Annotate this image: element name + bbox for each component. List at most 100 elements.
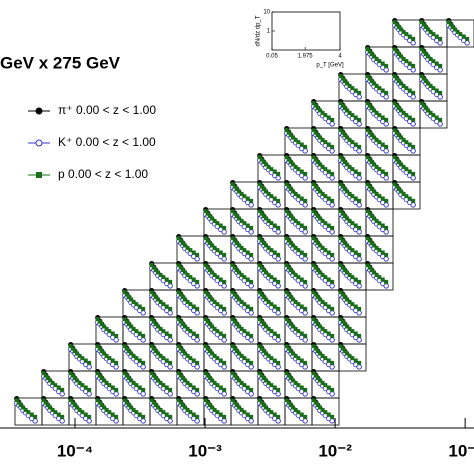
marker: [158, 407, 163, 412]
marker: [242, 248, 247, 253]
marker: [275, 229, 281, 235]
legend-label: π⁺ 0.00 < z < 1.00: [58, 103, 156, 117]
marker: [176, 398, 181, 403]
marker: [398, 162, 403, 167]
marker: [131, 353, 136, 358]
marker: [404, 113, 409, 118]
marker: [338, 344, 343, 349]
marker: [141, 306, 146, 311]
marker: [374, 218, 379, 223]
marker: [347, 272, 352, 277]
marker: [158, 299, 163, 304]
panel: [338, 207, 367, 237]
marker: [313, 319, 318, 324]
marker: [276, 225, 281, 230]
marker: [236, 297, 241, 302]
marker: [207, 322, 212, 327]
marker: [342, 160, 347, 165]
marker: [320, 407, 325, 412]
marker: [203, 290, 208, 295]
marker: [356, 175, 362, 181]
marker: [221, 337, 227, 343]
marker: [323, 221, 328, 226]
marker: [97, 400, 102, 405]
marker: [311, 236, 316, 241]
marker: [350, 302, 355, 307]
marker: [357, 306, 362, 311]
marker: [236, 324, 241, 329]
marker: [232, 400, 237, 405]
marker: [236, 405, 241, 410]
marker: [296, 194, 301, 199]
panel: [392, 18, 421, 48]
marker: [371, 81, 376, 86]
marker: [188, 248, 193, 253]
marker: [411, 171, 416, 176]
marker: [272, 304, 277, 309]
marker: [221, 364, 227, 370]
marker: [311, 101, 316, 106]
panel: [311, 207, 340, 237]
marker: [326, 223, 331, 228]
marker: [239, 407, 244, 412]
marker: [83, 358, 88, 363]
marker: [357, 90, 362, 95]
marker: [95, 317, 100, 322]
marker: [261, 349, 266, 354]
marker: [191, 250, 196, 255]
panel: [257, 261, 286, 291]
marker: [137, 358, 142, 363]
marker: [101, 324, 106, 329]
marker: [303, 144, 308, 149]
marker: [320, 326, 325, 331]
panel: [311, 288, 340, 318]
marker: [317, 162, 322, 167]
marker: [124, 346, 129, 351]
panel: [257, 234, 286, 264]
marker: [448, 22, 453, 27]
marker: [164, 358, 169, 363]
marker: [104, 380, 109, 385]
marker: [110, 331, 115, 336]
marker: [315, 106, 320, 111]
marker: [371, 243, 376, 248]
marker: [249, 252, 254, 257]
panel: [446, 18, 474, 48]
marker: [232, 184, 237, 189]
marker: [245, 196, 250, 201]
marker: [191, 331, 196, 336]
marker: [465, 36, 470, 41]
marker: [317, 378, 322, 383]
marker: [269, 248, 274, 253]
marker: [431, 113, 436, 118]
marker: [344, 351, 349, 356]
panel: [257, 180, 286, 210]
marker: [180, 349, 185, 354]
marker: [266, 218, 271, 223]
marker: [209, 351, 214, 356]
marker: [104, 407, 109, 412]
marker: [218, 277, 223, 282]
marker: [266, 272, 271, 277]
marker: [340, 319, 345, 324]
marker: [342, 268, 347, 273]
marker: [249, 306, 254, 311]
marker: [140, 391, 146, 397]
marker: [392, 47, 397, 52]
marker: [290, 135, 295, 140]
marker: [428, 110, 433, 115]
marker: [342, 322, 347, 327]
marker: [248, 418, 254, 424]
marker: [311, 317, 316, 322]
panel: [338, 99, 367, 129]
marker: [284, 290, 289, 295]
marker: [377, 194, 382, 199]
marker: [313, 265, 318, 270]
marker: [293, 191, 298, 196]
marker: [141, 414, 146, 419]
marker: [296, 383, 301, 388]
marker: [407, 88, 412, 93]
marker: [338, 101, 343, 106]
marker: [272, 196, 277, 201]
marker: [356, 148, 362, 154]
